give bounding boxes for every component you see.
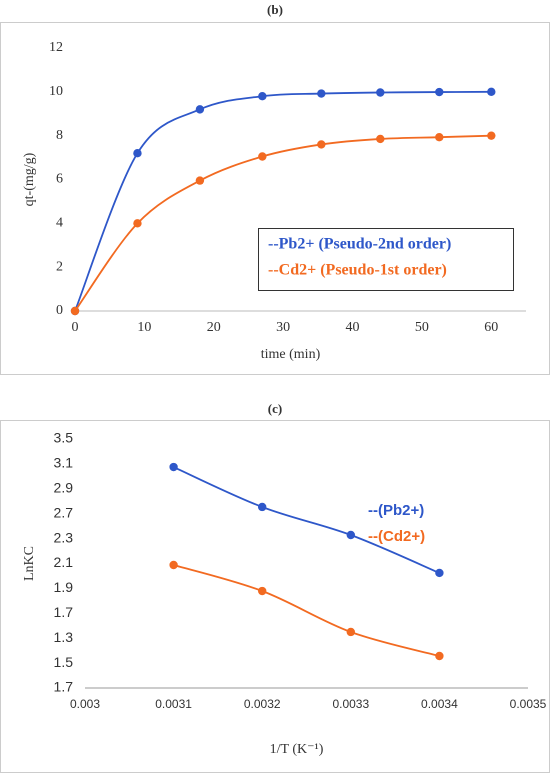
y-tick-label: 10 (49, 84, 63, 99)
x-tick-label: 0.003 (70, 697, 100, 711)
y-tick-label: 8 (56, 128, 63, 143)
y-tick-label: 1.7 (54, 679, 74, 695)
data-point (70, 306, 80, 316)
y-tick-label: 1.7 (54, 604, 74, 620)
data-point (317, 140, 326, 149)
legend-entry: --(Pb2+) (368, 502, 424, 519)
legend-entry: --Cd2+ (Pseudo-1st order) (268, 262, 447, 279)
y-tick-label: 2.3 (54, 529, 74, 545)
legend-box (258, 228, 514, 291)
y-tick-label: 1.3 (54, 629, 74, 645)
x-tick-label: 20 (207, 320, 221, 335)
y-tick-label: 6 (56, 172, 63, 187)
x-tick-label: 30 (276, 320, 290, 335)
data-point (346, 530, 355, 540)
data-point (258, 502, 267, 512)
data-point (195, 176, 205, 185)
y-tick-label: 4 (56, 216, 63, 231)
data-point (317, 89, 326, 98)
x-tick-label: 10 (137, 320, 151, 335)
x-tick-label: 50 (415, 320, 429, 335)
y-tick-label: 12 (49, 40, 63, 55)
y-tick-label: 0 (56, 303, 63, 318)
x-tick-label: 0.0033 (332, 697, 369, 711)
y-tick-label: 2.9 (54, 480, 74, 496)
data-point (487, 87, 496, 97)
x-tick-label: 0.0031 (155, 697, 192, 711)
data-point (195, 105, 205, 114)
x-tick-label: 0 (72, 320, 79, 335)
data-point (487, 131, 496, 140)
x-tick-label: 40 (346, 320, 360, 335)
x-tick-label: 0.0032 (244, 697, 281, 711)
series-line (173, 466, 440, 574)
panel-border (0, 22, 550, 375)
series-line (173, 564, 440, 657)
data-point (435, 87, 444, 97)
data-point (169, 560, 178, 570)
y-tick-label: 3.1 (54, 455, 74, 471)
data-point (346, 627, 355, 637)
y-tick-label: 1.5 (54, 654, 74, 670)
y-axis-label: LnKC (22, 546, 37, 581)
y-tick-label: 1.9 (54, 579, 74, 595)
data-point (435, 651, 444, 661)
data-point (133, 219, 142, 228)
data-point (376, 88, 385, 97)
y-tick-label: 3.5 (54, 430, 74, 446)
chart-title: (b) (267, 2, 283, 17)
data-point (435, 568, 444, 578)
data-point (258, 152, 267, 161)
legend-entry: --Pb2+ (Pseudo-2nd order) (268, 236, 451, 253)
legend-entry: --(Cd2+) (368, 528, 425, 545)
data-point (133, 149, 142, 158)
data-point (169, 462, 178, 472)
data-point (258, 92, 267, 101)
y-axis-label: qt-(mg/g) (22, 152, 37, 206)
x-axis-label: 1/T (K⁻¹) (270, 742, 324, 757)
data-point (376, 134, 385, 144)
x-tick-label: 0.0035 (510, 697, 547, 711)
y-tick-label: 2.7 (54, 504, 74, 520)
y-tick-label: 2.1 (54, 554, 74, 570)
chart-title: (c) (268, 401, 282, 416)
y-tick-label: 2 (56, 259, 63, 274)
data-point (435, 133, 444, 142)
x-axis-label: time (min) (261, 347, 321, 362)
data-point (258, 586, 267, 596)
x-tick-label: 60 (484, 320, 498, 335)
x-tick-label: 0.0034 (421, 697, 458, 711)
